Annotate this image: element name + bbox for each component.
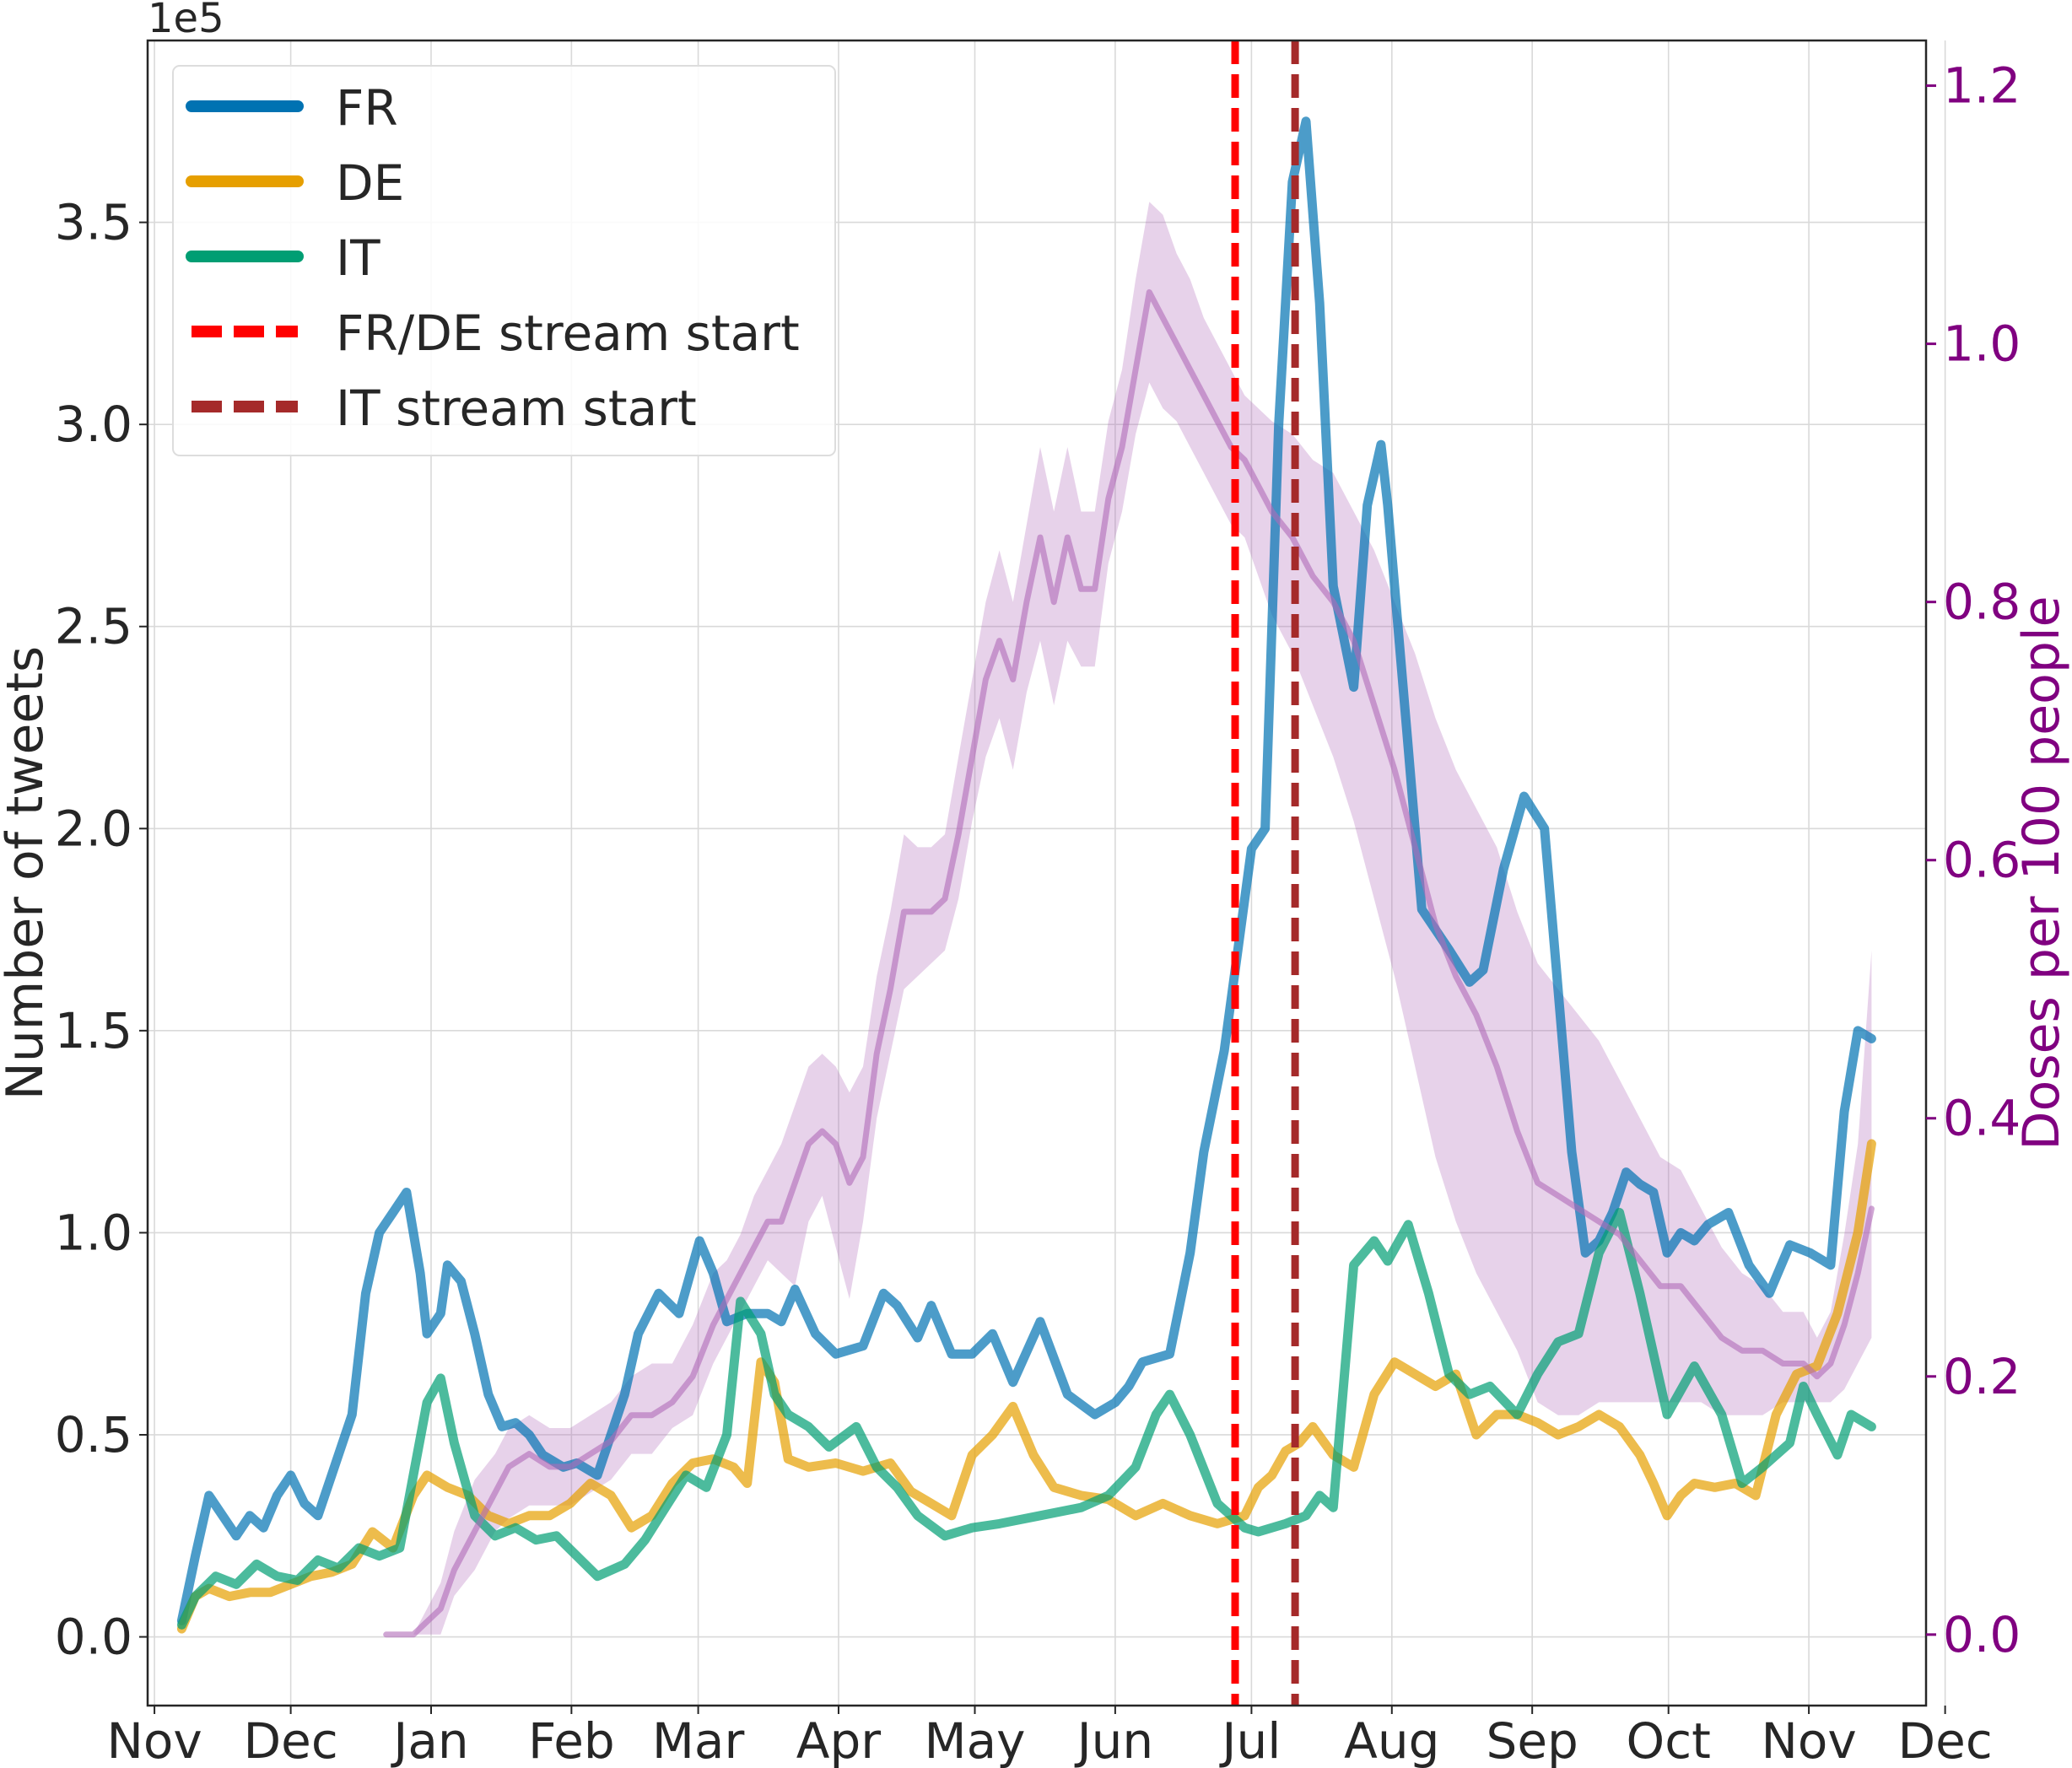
x-tick-label: Nov — [106, 1712, 202, 1768]
y-right-tick-label: 0.8 — [1943, 574, 2021, 631]
x-tick-label: Mar — [652, 1712, 745, 1768]
x-tick-label: Aug — [1344, 1712, 1439, 1768]
legend[interactable]: FR DE IT FR/DE stream start IT stream start — [172, 65, 836, 456]
x-tick-label: Nov — [1761, 1712, 1856, 1768]
y-right-tick-label: 0.6 — [1943, 832, 2021, 889]
x-tick-label: Oct — [1627, 1712, 1711, 1768]
y-right-tick-label: 0.2 — [1943, 1348, 2021, 1405]
series-line-fr — [176, 116, 1876, 1625]
series-line-doses-per-100-people — [383, 288, 1875, 1638]
legend-label: FR/DE stream start — [336, 305, 800, 362]
x-tick-label: Dec — [1897, 1712, 1992, 1768]
x-tick-label: Jun — [1075, 1712, 1154, 1768]
y-right-tick-label: 1.0 — [1943, 315, 2021, 373]
y-axis-title: Number of tweets — [0, 646, 55, 1100]
y-tick-label: 0.0 — [55, 1609, 132, 1666]
y-right-tick-label: 1.2 — [1943, 57, 2021, 115]
x-tick-label: Feb — [528, 1712, 615, 1768]
y-tick-label: 3.0 — [55, 396, 132, 453]
legend-label: IT stream start — [336, 380, 697, 437]
stream-start-layer — [1231, 40, 1299, 1706]
legend-label: IT — [336, 229, 380, 287]
y-right-tick-label: 0.0 — [1943, 1606, 2021, 1663]
y-tick-label: 0.5 — [55, 1406, 132, 1463]
plot-frame — [146, 39, 1928, 1707]
x-tick-label: Jan — [391, 1712, 468, 1768]
y-axis-right-title: Doses per 100 people — [2012, 596, 2071, 1150]
dose-confidence-band — [386, 202, 1872, 1635]
y-axis-offset-label: 1e5 — [148, 0, 224, 42]
legend-label: FR — [336, 79, 398, 137]
y-tick-label: 1.5 — [55, 1002, 132, 1059]
legend-label: DE — [336, 154, 404, 212]
y-right-tick-label: 0.4 — [1943, 1090, 2021, 1147]
series-layer — [176, 116, 1876, 1638]
y-tick-label: 2.5 — [55, 598, 132, 655]
y-tick-label: 2.0 — [55, 800, 132, 857]
x-tick-label: May — [925, 1712, 1026, 1768]
x-tick-label: Sep — [1487, 1712, 1578, 1768]
y-tick-label: 1.0 — [55, 1204, 132, 1261]
legend-box — [172, 65, 836, 456]
x-tick-label: Jul — [1219, 1712, 1281, 1768]
y-tick-label: 3.5 — [55, 194, 132, 251]
series-line-de — [176, 1139, 1876, 1634]
x-tick-label: Dec — [243, 1712, 337, 1768]
x-tick-label: Apr — [796, 1712, 881, 1768]
series-line-it — [176, 1208, 1876, 1630]
dose-band-layer — [386, 202, 1872, 1635]
tick-layer: Nov Dec Jan Feb Mar Apr May Jun Jul Aug Sep Oct Nov D… — [55, 57, 2021, 1768]
